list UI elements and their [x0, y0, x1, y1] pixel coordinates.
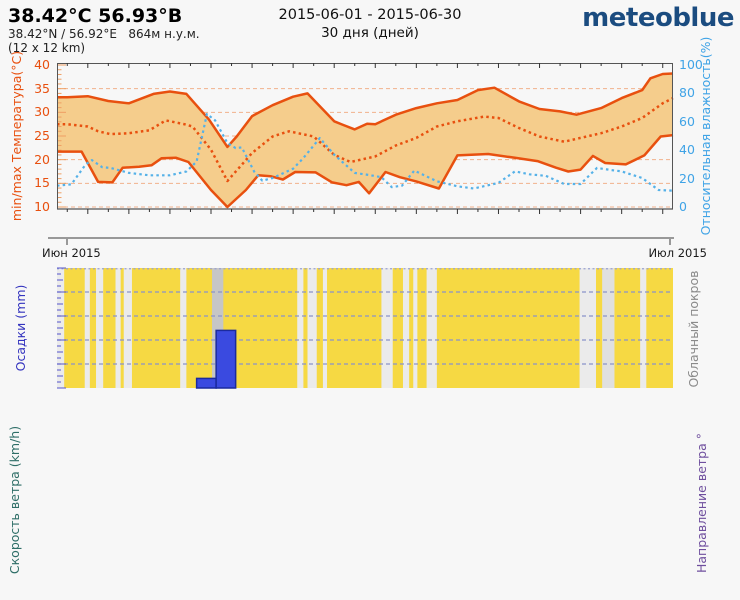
- sunshine-background: [57, 268, 673, 388]
- cloud-band: [297, 268, 304, 388]
- humidity-tick-label: 40: [679, 142, 695, 158]
- humidity-tick-label: 20: [679, 170, 695, 186]
- duration-label: 30 дня (дней): [321, 25, 419, 41]
- cloud-band: [84, 268, 90, 388]
- month-axis-line: [48, 237, 674, 239]
- cloud-cover-axis-title: Облачный покров: [686, 270, 701, 388]
- humidity-tick-label: 80: [679, 85, 695, 101]
- cloud-band: [180, 268, 187, 388]
- precipitation-bar: [195, 377, 217, 389]
- chart-temperature-humidity: [56, 63, 674, 214]
- humidity-axis-title: Относительная влажность(%): [698, 36, 713, 236]
- chart-precipitation-clouds: [57, 267, 673, 389]
- series-humidity: [56, 112, 674, 192]
- humidity-tick-label: 0: [679, 199, 687, 214]
- temperature-tick-label: 10: [34, 199, 50, 214]
- cloud-band: [307, 268, 317, 388]
- month-tick-july: [669, 239, 671, 245]
- humidity-tick-label: 100: [679, 57, 703, 72]
- temperature-tick-label: 20: [34, 151, 50, 167]
- cloud-band: [602, 268, 615, 388]
- month-label-july: Июл 2015: [648, 246, 707, 260]
- grid-resolution: (12 x 12 km): [8, 41, 86, 55]
- cloud-band: [413, 268, 418, 388]
- temperature-tick-label: 40: [34, 57, 50, 72]
- temperature-tick-label: 35: [34, 80, 50, 96]
- cloud-band: [426, 268, 437, 388]
- series-temp_mean: [57, 96, 674, 183]
- month-label-june: Июн 2015: [42, 246, 101, 260]
- cloud-band: [381, 268, 393, 388]
- date-range: 2015-06-01 - 2015-06-30: [278, 7, 462, 23]
- series-temp_max: [57, 72, 674, 149]
- series-temp_min: [57, 133, 674, 209]
- wind-speed-axis-title: Скорость ветра (km/h): [7, 425, 22, 575]
- cloud-band: [402, 268, 410, 388]
- cloud-band: [123, 268, 132, 388]
- meteoblue-logo[interactable]: meteoblue: [582, 3, 734, 33]
- precipitation-bar: [215, 329, 237, 389]
- cloud-band: [579, 268, 596, 388]
- cloud-band: [640, 268, 647, 388]
- cloud-band: [212, 268, 224, 388]
- temperature-tick-label: 15: [34, 175, 50, 191]
- month-tick-june: [66, 239, 68, 245]
- location-coordinates-title: 38.42°С 56.93°В: [8, 5, 183, 27]
- temperature-tick-label: 30: [34, 104, 50, 120]
- temperature-band: [57, 73, 673, 207]
- location-details: 38.42°N / 56.92°E 864м н.у.м.: [8, 27, 200, 41]
- humidity-tick-label: 60: [679, 113, 695, 129]
- cloud-band: [115, 268, 121, 388]
- wind-direction-axis-title: Направление ветра °: [694, 433, 709, 573]
- cloud-band: [96, 268, 104, 388]
- temperature-tick-label: 25: [34, 128, 50, 143]
- chart-wind: [57, 430, 673, 572]
- cloud-band: [322, 268, 328, 388]
